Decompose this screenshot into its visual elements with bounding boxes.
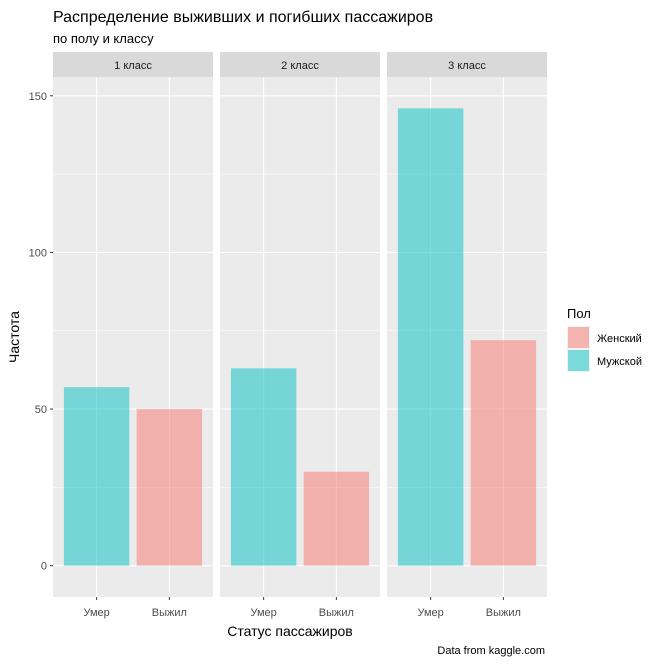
legend-label: Женский [597,333,642,345]
x-axis-title: Статус пассажиров [227,623,353,639]
strip-label: 3 класс [448,60,486,72]
x-tick-label: Выжил [152,607,187,619]
strip-background [220,52,380,77]
chart-title: Распределение выживших и погибших пассаж… [53,9,433,26]
x-tick-label: Умер [417,607,443,619]
y-tick-label: 0 [41,561,47,573]
bar [397,108,464,566]
y-tick-label: 150 [29,91,47,103]
y-tick-label: 100 [29,247,47,259]
y-axis: 0 50 100 150 [29,91,53,573]
strip-label: 1 класс [114,60,152,72]
facet-panel: 1 класс Умер Выжил [53,52,213,619]
legend-key [568,350,589,371]
y-tick-label: 50 [35,404,47,416]
x-tick-label: Выжил [486,607,521,619]
bar [136,409,203,566]
legend-key [568,327,589,348]
strip-background [53,52,213,77]
bar [470,340,537,566]
legend-label: Мужской [597,356,642,368]
chart-subtitle: по полу и классу [53,31,154,46]
bar [63,387,130,566]
x-tick-label: Умер [250,607,276,619]
facet-panel: 3 класс Умер Выжил [387,52,547,619]
bar [230,368,297,566]
x-tick-label: Умер [83,607,109,619]
y-axis-title: Частота [6,311,22,363]
bar [303,471,370,566]
legend-title: Пол [567,306,591,321]
strip-label: 2 класс [281,60,319,72]
facet-panels: 1 класс Умер Выжил 2 класс Умер Выжил 3 класс У… [53,52,547,619]
caption: Data from kaggle.com [437,645,545,657]
facet-panel: 2 класс Умер Выжил [220,52,380,619]
x-tick-label: Выжил [319,607,354,619]
legend: Пол Женский Мужской [567,306,642,372]
strip-background [387,52,547,77]
